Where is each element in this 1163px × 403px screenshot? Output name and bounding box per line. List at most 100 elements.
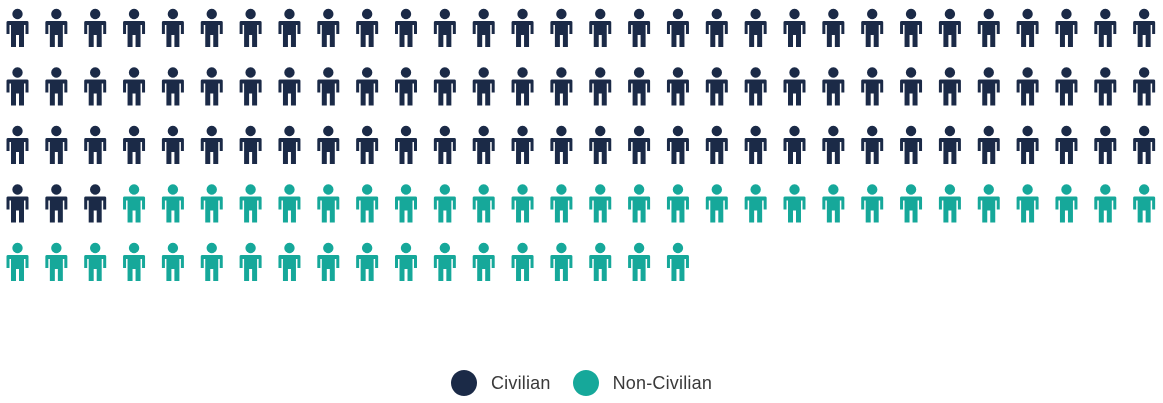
person-icon-non-civilian — [1016, 184, 1039, 223]
person-icon-civilian — [1094, 8, 1117, 47]
person-icon-civilian — [278, 8, 301, 47]
person-icon-civilian — [511, 67, 534, 106]
person-icon-non-civilian — [589, 242, 612, 281]
person-icon-non-civilian — [511, 184, 534, 223]
person-icon-non-civilian — [550, 242, 573, 281]
person-icon-civilian — [200, 125, 223, 164]
person-icon-non-civilian — [433, 242, 456, 281]
person-icon-civilian — [161, 8, 184, 47]
person-icon-non-civilian — [938, 184, 961, 223]
person-icon-civilian — [705, 67, 728, 106]
person-icon-civilian — [628, 8, 651, 47]
person-icon-non-civilian — [200, 184, 223, 223]
person-icon-non-civilian — [317, 184, 340, 223]
person-icon-civilian — [861, 125, 884, 164]
person-icon-civilian — [861, 67, 884, 106]
person-icon-civilian — [1055, 125, 1078, 164]
person-icon-civilian — [705, 8, 728, 47]
pictograph-icons — [6, 8, 1156, 281]
legend-swatch — [450, 370, 477, 396]
person-icon-non-civilian — [356, 242, 379, 281]
person-icon-civilian — [822, 67, 845, 106]
person-icon-civilian — [6, 184, 29, 223]
person-icon-civilian — [1094, 125, 1117, 164]
person-icon-civilian — [472, 125, 495, 164]
person-icon-civilian — [666, 8, 689, 47]
person-icon-non-civilian — [84, 242, 107, 281]
person-icon-non-civilian — [1055, 184, 1078, 223]
person-icon-civilian — [6, 8, 29, 47]
person-icon-civilian — [900, 125, 923, 164]
person-icon-non-civilian — [161, 242, 184, 281]
person-icon-non-civilian — [356, 184, 379, 223]
person-icon-civilian — [511, 8, 534, 47]
person-icon-non-civilian — [861, 184, 884, 223]
person-icon-non-civilian — [705, 184, 728, 223]
person-icon-civilian — [317, 8, 340, 47]
person-icon-civilian — [356, 8, 379, 47]
person-icon-civilian — [278, 125, 301, 164]
person-icon-civilian — [395, 8, 417, 47]
person-icon-civilian — [395, 125, 417, 164]
person-icon-civilian — [1016, 125, 1039, 164]
person-icon-civilian — [161, 125, 184, 164]
person-icon-non-civilian — [977, 184, 1000, 223]
person-icon-civilian — [200, 67, 223, 106]
person-icon-civilian — [938, 67, 961, 106]
chart-legend: Civilian Non-Civilian — [0, 370, 1163, 396]
person-icon-non-civilian — [317, 242, 340, 281]
person-icon-civilian — [433, 8, 456, 47]
person-icon-civilian — [356, 67, 379, 106]
person-icon-civilian — [317, 125, 340, 164]
person-icon-civilian — [744, 125, 767, 164]
person-icon-civilian — [589, 125, 612, 164]
person-icon-civilian — [705, 125, 728, 164]
person-icon-civilian — [123, 8, 146, 47]
person-icon-non-civilian — [783, 184, 806, 223]
person-icon-civilian — [161, 67, 184, 106]
person-icon-civilian — [239, 8, 262, 47]
person-icon-civilian — [1133, 125, 1156, 164]
person-icon-civilian — [472, 67, 495, 106]
person-icon-non-civilian — [1094, 184, 1117, 223]
person-icon-civilian — [1133, 8, 1156, 47]
person-icon-non-civilian — [1133, 184, 1156, 223]
person-icon-non-civilian — [433, 184, 456, 223]
person-icon-civilian — [6, 67, 29, 106]
person-icon-non-civilian — [744, 184, 767, 223]
legend-item-civilian: Civilian — [450, 370, 551, 396]
person-icon-civilian — [822, 8, 845, 47]
person-icon-non-civilian — [666, 242, 689, 281]
person-icon-civilian — [550, 8, 573, 47]
person-icon-civilian — [511, 125, 534, 164]
person-icon-civilian — [123, 125, 146, 164]
person-icon-civilian — [1016, 67, 1039, 106]
person-icon-civilian — [938, 125, 961, 164]
legend-swatch — [572, 370, 599, 396]
person-icon-non-civilian — [278, 184, 301, 223]
person-icon-civilian — [317, 67, 340, 106]
person-icon-civilian — [395, 67, 417, 106]
person-icon-civilian — [45, 184, 68, 223]
person-icon-civilian — [589, 8, 612, 47]
person-icon-non-civilian — [123, 184, 146, 223]
person-icon-civilian — [433, 67, 456, 106]
pictograph-chart — [6, 8, 1156, 281]
person-icon-non-civilian — [666, 184, 689, 223]
person-icon-civilian — [550, 125, 573, 164]
person-icon-non-civilian — [278, 242, 301, 281]
person-icon-non-civilian — [395, 184, 417, 223]
person-icon-civilian — [783, 8, 806, 47]
person-icon-civilian — [628, 67, 651, 106]
person-icon-non-civilian — [161, 184, 184, 223]
person-icon-non-civilian — [239, 242, 262, 281]
person-icon-civilian — [666, 67, 689, 106]
legend-item-non-civilian: Non-Civilian — [572, 370, 712, 396]
person-icon-civilian — [744, 8, 767, 47]
person-icon-civilian — [200, 8, 223, 47]
person-icon-civilian — [550, 67, 573, 106]
person-icon-civilian — [628, 125, 651, 164]
legend-label: Civilian — [490, 372, 551, 393]
person-icon-civilian — [1133, 67, 1156, 106]
person-icon-non-civilian — [550, 184, 573, 223]
